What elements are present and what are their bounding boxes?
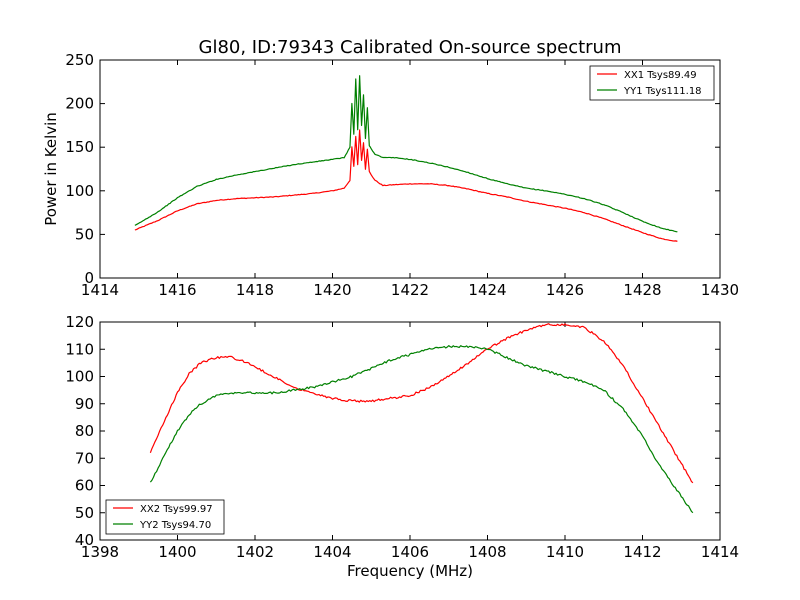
bottom-ytick-label: 40 (75, 531, 94, 549)
bottom-ytick-label: 60 (75, 477, 94, 495)
bottom-series-group (149, 323, 694, 514)
bottom-ytick-label: 90 (75, 395, 94, 413)
top-xtick-label: 1424 (468, 281, 506, 299)
top-xtick-label: 1430 (701, 281, 739, 299)
top-legend: XX1 Tsys89.49 YY1 Tsys111.18 (589, 65, 715, 101)
bottom-ytick-label: 110 (65, 340, 94, 358)
bottom-series-line-xx (149, 323, 694, 484)
bottom-xtick-label: 1398 (81, 543, 119, 561)
top-ytick-label: 100 (65, 182, 94, 200)
top-xtick-label: 1420 (313, 281, 351, 299)
top-ytick-label: 0 (84, 269, 94, 287)
bottom-ytick-label: 120 (65, 313, 94, 331)
bottom-ytick-label: 100 (65, 368, 94, 386)
bottom-series-line-yy (149, 345, 694, 514)
top-xtick-label: 1414 (81, 281, 119, 299)
top-ytick-label: 50 (75, 225, 94, 243)
top-xtick-label: 1418 (236, 281, 274, 299)
top-plot-frame (99, 59, 721, 279)
top-xtick-label: 1416 (158, 281, 196, 299)
top-ytick-label: 200 (65, 95, 94, 113)
top-legend-box (589, 65, 715, 101)
bottom-xtick-label: 1412 (623, 543, 661, 561)
top-ylabel: Power in Kelvin (42, 112, 60, 226)
bottom-xtick-label: 1400 (158, 543, 196, 561)
bottom-ytick-label: 50 (75, 504, 94, 522)
bottom-chart: 1398 1400 1402 1404 1406 1408 1410 1412 1414 40 50… (65, 313, 739, 580)
bottom-xtick-label: 1414 (701, 543, 739, 561)
top-series-group (134, 75, 678, 242)
bottom-xtick-label: 1408 (468, 543, 506, 561)
bottom-legend-label-xx2: XX2 Tsys99.97 (140, 504, 213, 515)
bottom-xtick-label: 1406 (391, 543, 429, 561)
bottom-xlabel: Frequency (MHz) (347, 562, 473, 580)
top-xtick-label: 1428 (623, 281, 661, 299)
top-ytick-label: 250 (65, 51, 94, 69)
bottom-xtick-label: 1404 (313, 543, 351, 561)
top-legend-label-yy1: YY1 Tsys111.18 (623, 86, 702, 97)
top-chart: Gl80, ID:79343 Calibrated On-source spec… (42, 37, 739, 299)
top-xtick-label: 1422 (391, 281, 429, 299)
bottom-ticks: 1398 1400 1402 1404 1406 1408 1410 1412 1414 40 50… (65, 313, 739, 561)
bottom-plot-frame (99, 321, 721, 541)
top-ytick-label: 150 (65, 138, 94, 156)
bottom-legend-box (105, 499, 225, 535)
top-xtick-label: 1426 (546, 281, 584, 299)
top-series-line-yy (134, 75, 678, 233)
top-ticks: 1414 1416 1418 1420 1422 1424 1426 1428 1430 0 50 1… (65, 51, 739, 299)
bottom-ytick-label: 70 (75, 449, 94, 467)
chart-title: Gl80, ID:79343 Calibrated On-source spec… (199, 37, 622, 58)
top-series-line-xx (134, 129, 678, 242)
bottom-ytick-label: 80 (75, 422, 94, 440)
bottom-legend-label-yy2: YY2 Tsys94.70 (139, 520, 211, 531)
bottom-xtick-label: 1402 (236, 543, 274, 561)
bottom-legend: XX2 Tsys99.97 YY2 Tsys94.70 (105, 499, 225, 535)
top-legend-label-xx1: XX1 Tsys89.49 (624, 70, 697, 81)
bottom-xtick-label: 1410 (546, 543, 584, 561)
